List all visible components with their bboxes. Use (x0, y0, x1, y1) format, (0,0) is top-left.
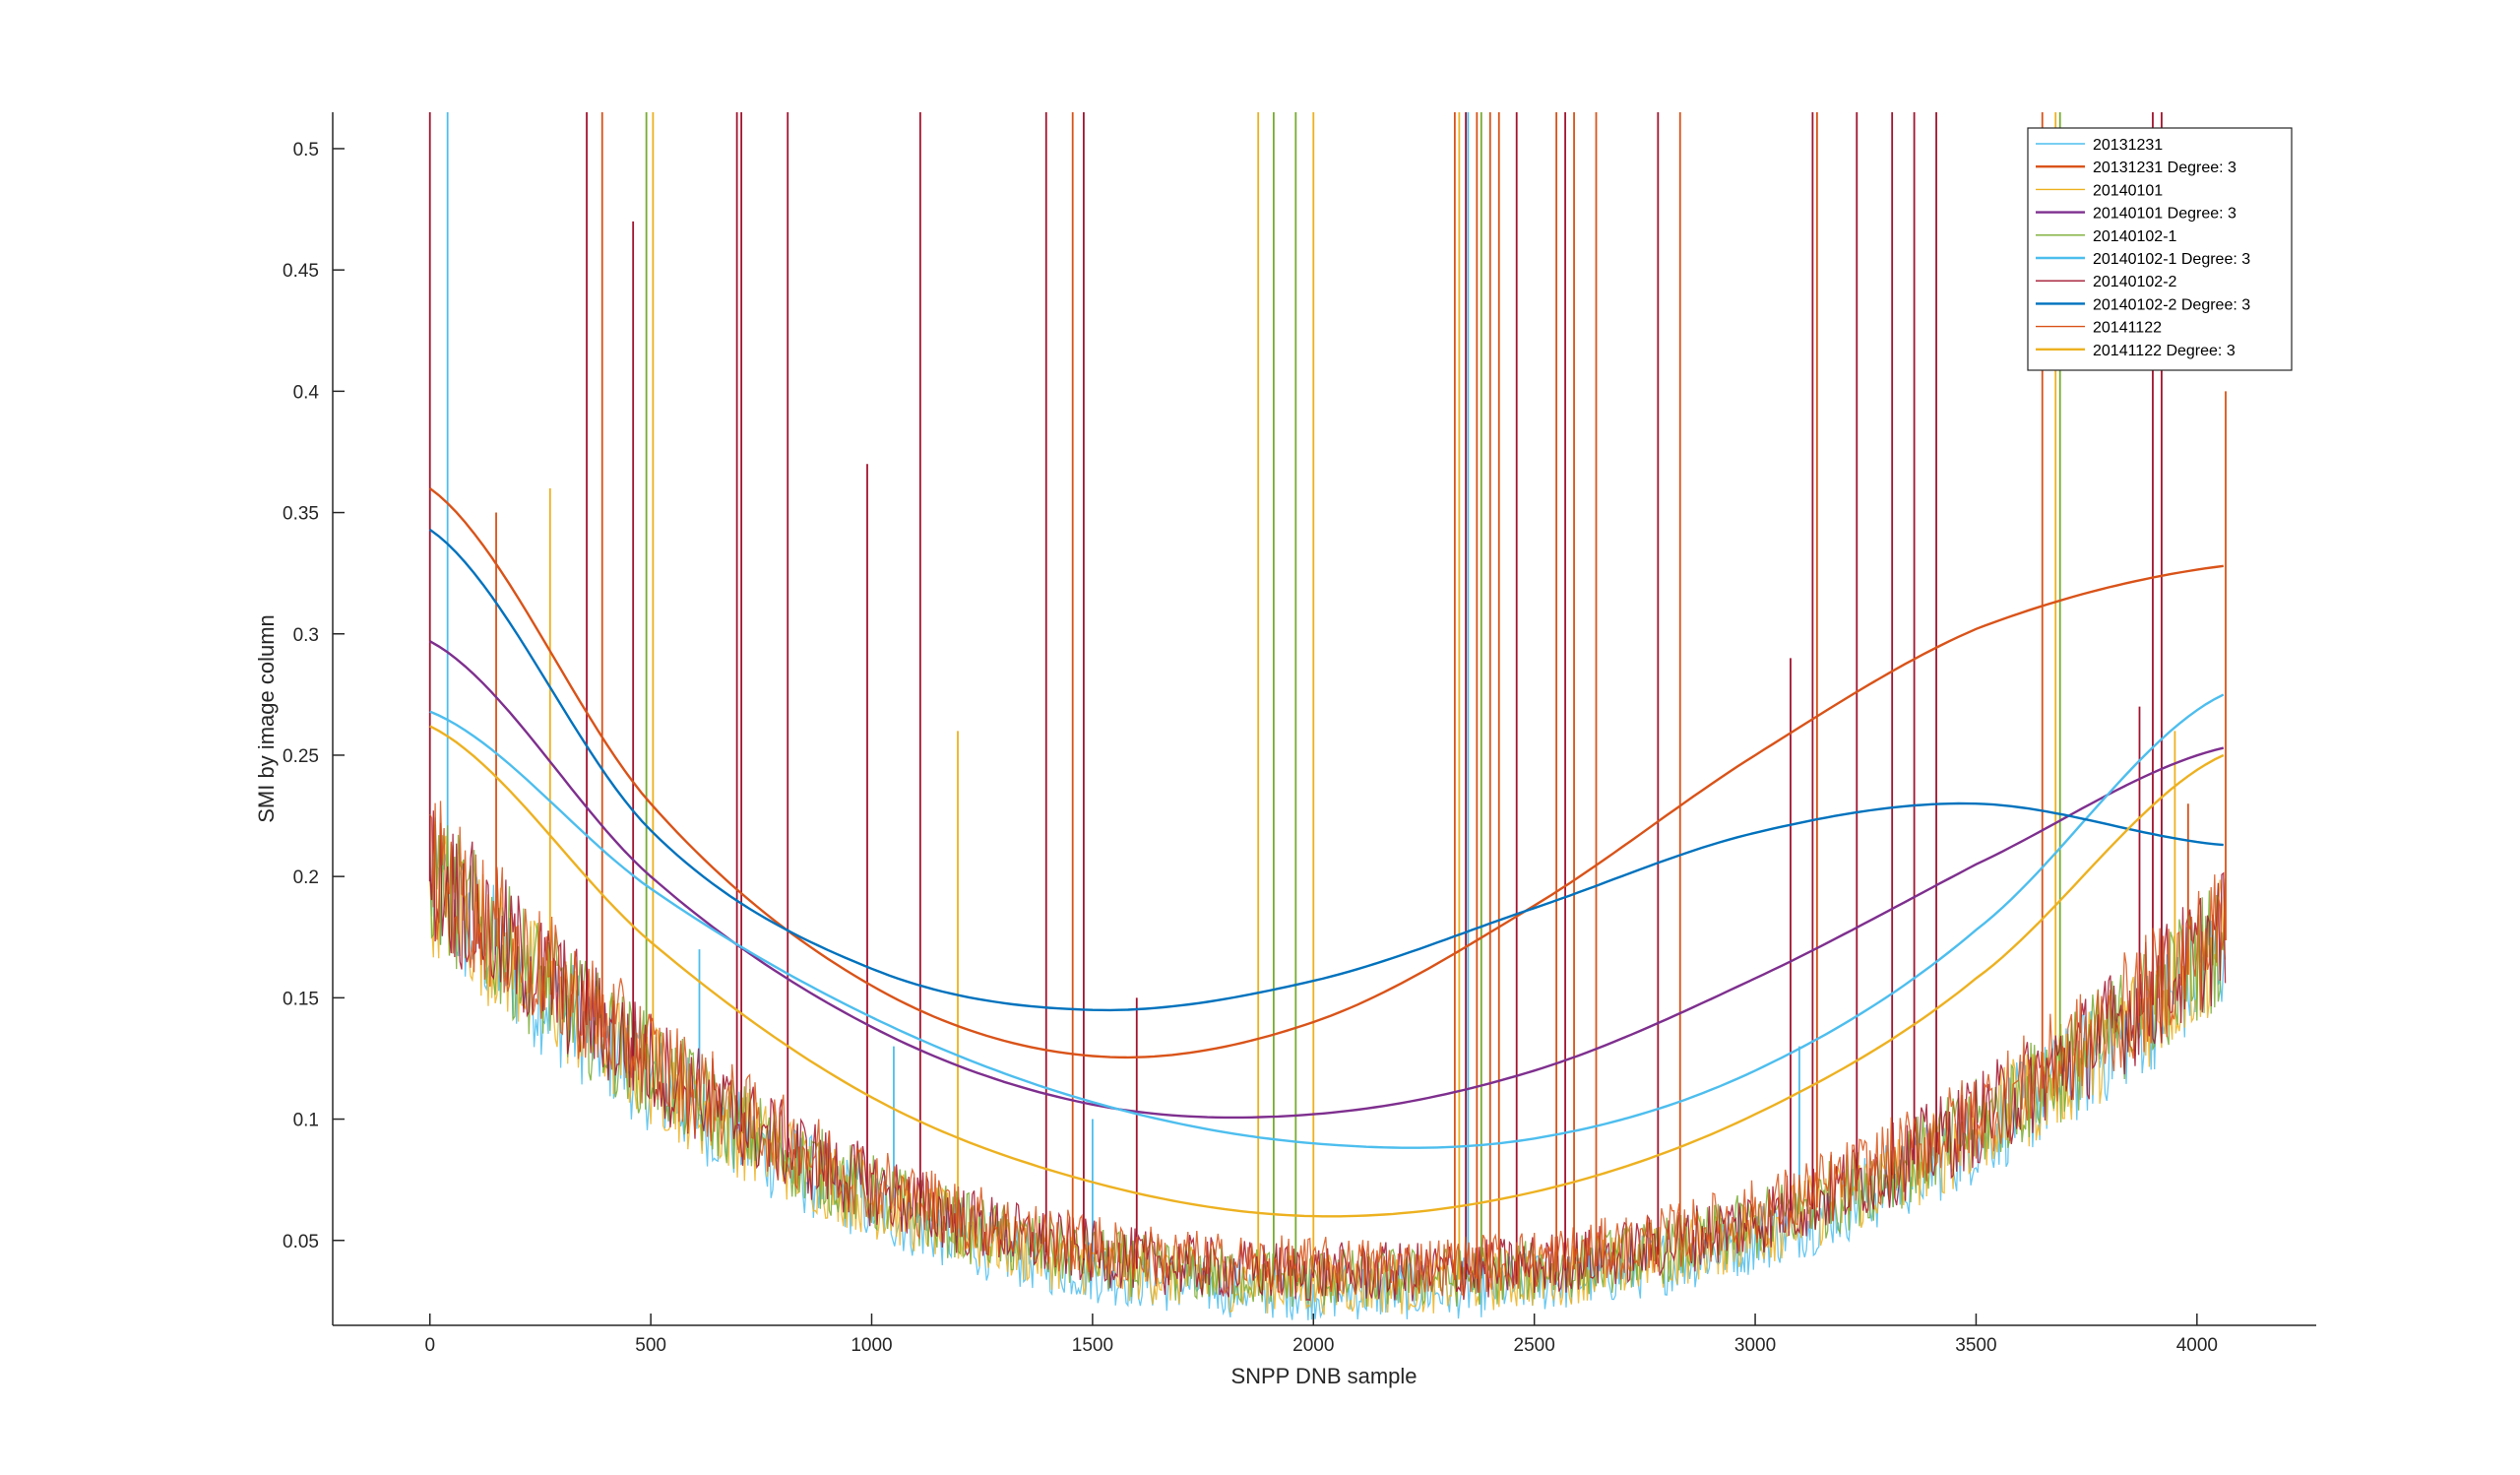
y-axis-label: SMI by image column (254, 614, 279, 823)
x-tick-label: 0 (424, 1335, 435, 1356)
series-line-fit (428, 528, 2224, 1012)
y-tick-label: 0.5 (293, 140, 319, 160)
legend-entry: 20140102-1 Degree: 3 (2093, 251, 2250, 268)
legend-box (2027, 127, 2293, 371)
y-tick-label: 0.35 (283, 504, 319, 525)
y-tick-label: 0.25 (283, 746, 319, 767)
legend: 20131231 20131231 Degree: 3 20140101 201401… (2027, 127, 2293, 371)
y-tick-label: 0.2 (293, 867, 319, 888)
x-tick-label: 500 (635, 1335, 666, 1356)
x-tick-label: 2500 (1514, 1335, 1555, 1356)
y-tick-label: 0.15 (283, 989, 319, 1009)
x-tick-label: 1500 (1072, 1335, 1113, 1356)
series-line-fit (429, 725, 2225, 1218)
x-axis-label: SNPP DNB sample (1230, 1364, 1417, 1388)
legend-entry: 20140102-2 (2093, 274, 2177, 290)
axes (332, 112, 2316, 1326)
legend-entry: 20131231 (2093, 137, 2163, 154)
legend-entry: 20131231 Degree: 3 (2093, 160, 2236, 176)
x-tick-label: 4000 (2176, 1335, 2218, 1356)
legend-entry: 20140101 Degree: 3 (2093, 206, 2236, 223)
y-tick-label: 0.45 (283, 261, 319, 282)
legend-entry: 20140101 (2093, 182, 2163, 199)
series-line-fit (428, 486, 2224, 1059)
y-tick-label: 0.3 (293, 625, 319, 646)
y-ticks: 0.05 0.1 0.15 0.2 0.25 0.3 0.35 0.4 0.45 0.5 (283, 140, 345, 1252)
legend-entry: 20141122 Degree: 3 (2093, 343, 2236, 359)
legend-entry: 20140102-1 (2093, 228, 2177, 245)
x-tick-label: 3000 (1734, 1335, 1776, 1356)
series-line-raw (429, 810, 2227, 1303)
y-tick-label: 0.1 (293, 1111, 319, 1131)
plot-area (428, 112, 2227, 1320)
x-tick-label: 1000 (850, 1335, 892, 1356)
y-tick-label: 0.4 (293, 382, 320, 403)
series-line-raw (429, 801, 2227, 1297)
x-tick-label: 3500 (1955, 1335, 1996, 1356)
y-tick-label: 0.05 (283, 1232, 319, 1252)
series-line-fit (429, 693, 2225, 1149)
x-ticks: 0 500 1000 1500 2000 2500 3000 3500 4000 (424, 1314, 2218, 1356)
x-tick-label: 2000 (1292, 1335, 1334, 1356)
legend-entry: 20141122 (2093, 320, 2162, 337)
legend-entry: 20140102-2 Degree: 3 (2093, 296, 2250, 313)
